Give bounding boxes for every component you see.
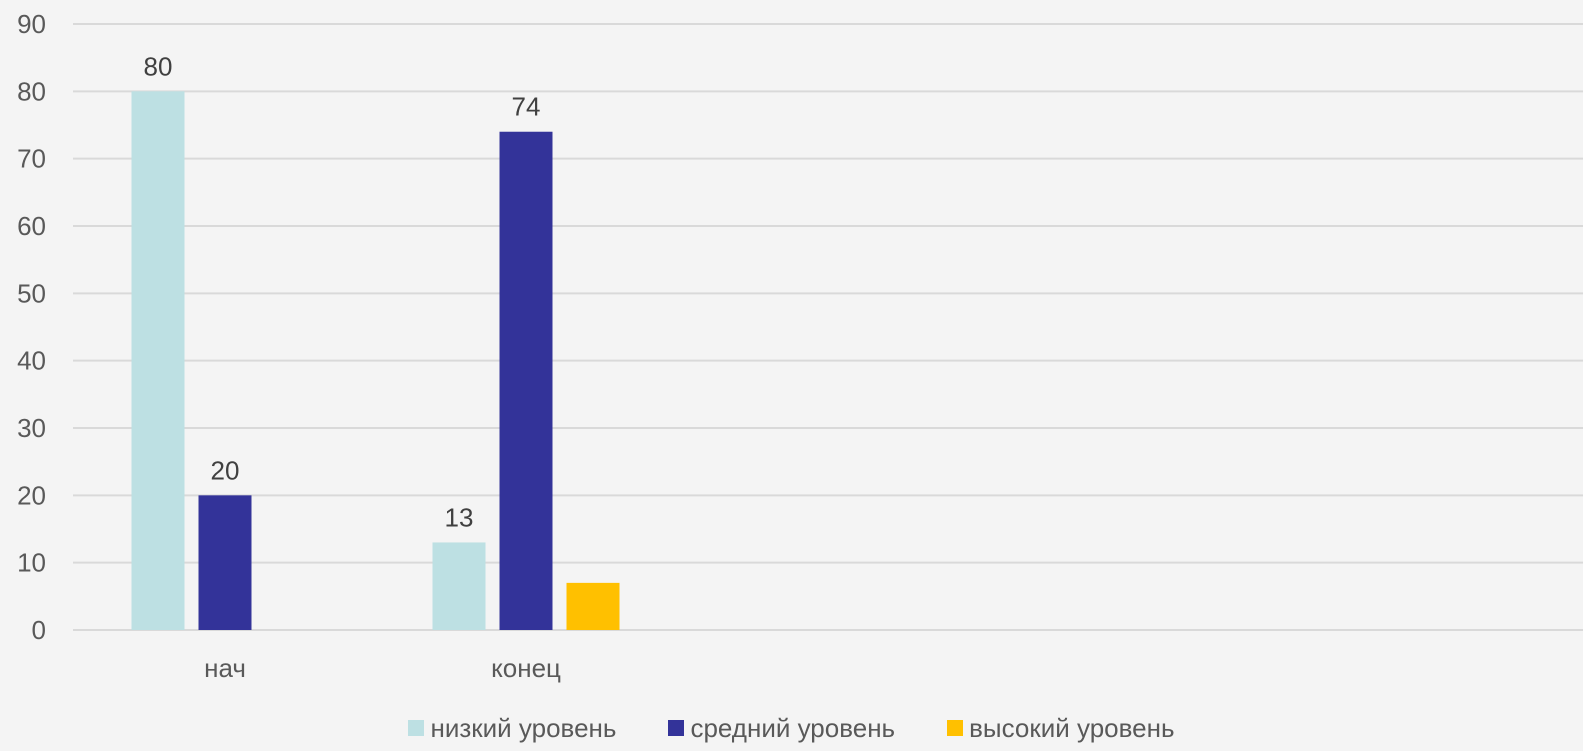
legend-label: высокий уровень	[969, 712, 1175, 743]
y-tick-label: 80	[17, 76, 46, 106]
legend-label: низкий уровень	[430, 712, 617, 743]
legend-swatch	[668, 720, 685, 736]
bar-1-0	[432, 542, 486, 630]
x-category-label: нач	[204, 653, 246, 683]
bar-0-0	[131, 91, 185, 631]
data-label: 74	[512, 92, 541, 122]
y-axis-tick-labels: 0 10 20 30 40 50 60 70 80 90	[17, 9, 46, 645]
y-tick-label: 90	[17, 9, 46, 39]
data-labels: 80 20 13 74	[144, 51, 541, 532]
y-tick-label: 40	[17, 346, 46, 376]
data-label: 20	[211, 455, 240, 485]
bar-1-2	[566, 582, 620, 630]
gridlines	[73, 23, 1583, 631]
legend: низкий уровень средний уровень высокий уро…	[0, 708, 1583, 748]
data-label: 13	[445, 502, 474, 532]
legend-item-2: высокий уровень	[947, 712, 1175, 744]
y-tick-label: 10	[17, 548, 46, 578]
legend-label: средний уровень	[690, 712, 896, 743]
y-tick-label: 0	[32, 615, 46, 645]
y-tick-label: 20	[17, 480, 46, 510]
legend-item-0: низкий уровень	[408, 713, 616, 744]
bar-1-1	[499, 131, 553, 630]
y-tick-label: 70	[17, 144, 46, 174]
y-tick-label: 60	[17, 211, 46, 241]
y-tick-label: 30	[17, 413, 46, 443]
legend-item-1: средний уровень	[668, 713, 895, 744]
x-axis-category-labels: нач конец	[204, 653, 561, 683]
x-category-label: конец	[491, 653, 561, 683]
bar-0-1	[198, 495, 252, 630]
legend-swatch	[408, 720, 425, 736]
data-label: 80	[144, 51, 173, 81]
bars	[131, 91, 620, 631]
y-tick-label: 50	[17, 278, 46, 308]
legend-swatch	[947, 720, 964, 736]
